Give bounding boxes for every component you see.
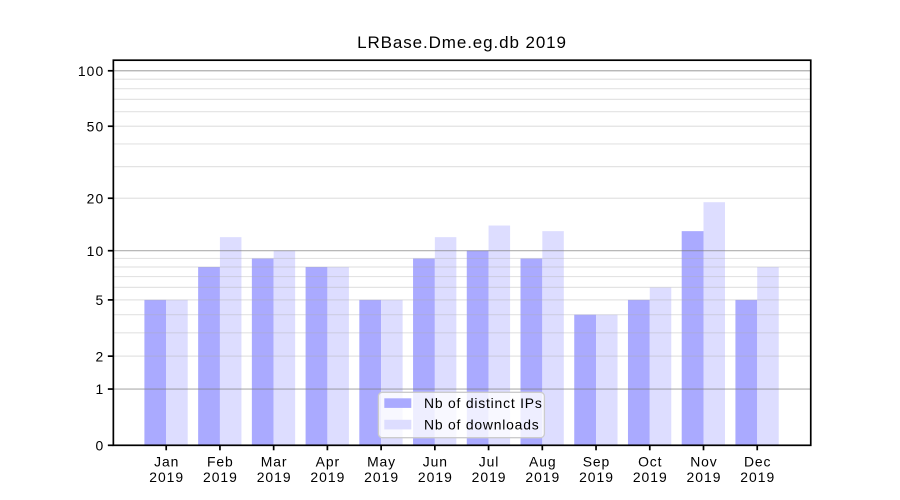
svg-text:2: 2 [95,348,104,364]
svg-text:Aug: Aug [529,453,556,469]
svg-text:2019: 2019 [149,469,184,485]
svg-text:5: 5 [95,292,104,308]
svg-text:May: May [367,453,396,469]
svg-text:Jul: Jul [479,453,499,469]
svg-text:20: 20 [87,190,105,206]
svg-text:Nov: Nov [690,453,717,469]
svg-text:Nb of distinct IPs: Nb of distinct IPs [424,395,543,411]
svg-text:2019: 2019 [633,469,668,485]
svg-text:10: 10 [87,243,105,259]
svg-text:Mar: Mar [261,453,288,469]
svg-text:Jun: Jun [423,453,448,469]
svg-text:Dec: Dec [744,453,771,469]
svg-text:Feb: Feb [207,453,234,469]
svg-text:2019: 2019 [525,469,560,485]
svg-text:2019: 2019 [472,469,507,485]
svg-text:2019: 2019 [740,469,775,485]
svg-text:2019: 2019 [364,469,399,485]
svg-text:Jan: Jan [154,453,179,469]
svg-text:2019: 2019 [257,469,292,485]
svg-text:2019: 2019 [203,469,238,485]
svg-text:2019: 2019 [579,469,614,485]
svg-text:2019: 2019 [687,469,722,485]
svg-text:0: 0 [95,437,104,453]
svg-text:Apr: Apr [316,453,340,469]
svg-text:LRBase.Dme.eg.db 2019: LRBase.Dme.eg.db 2019 [357,33,567,52]
svg-text:100: 100 [78,63,104,79]
svg-text:Nb of downloads: Nb of downloads [424,417,539,433]
svg-text:Sep: Sep [583,453,610,469]
svg-text:1: 1 [95,381,104,397]
svg-text:Oct: Oct [638,453,662,469]
svg-text:2019: 2019 [310,469,345,485]
svg-text:2019: 2019 [418,469,453,485]
svg-text:50: 50 [87,118,105,134]
